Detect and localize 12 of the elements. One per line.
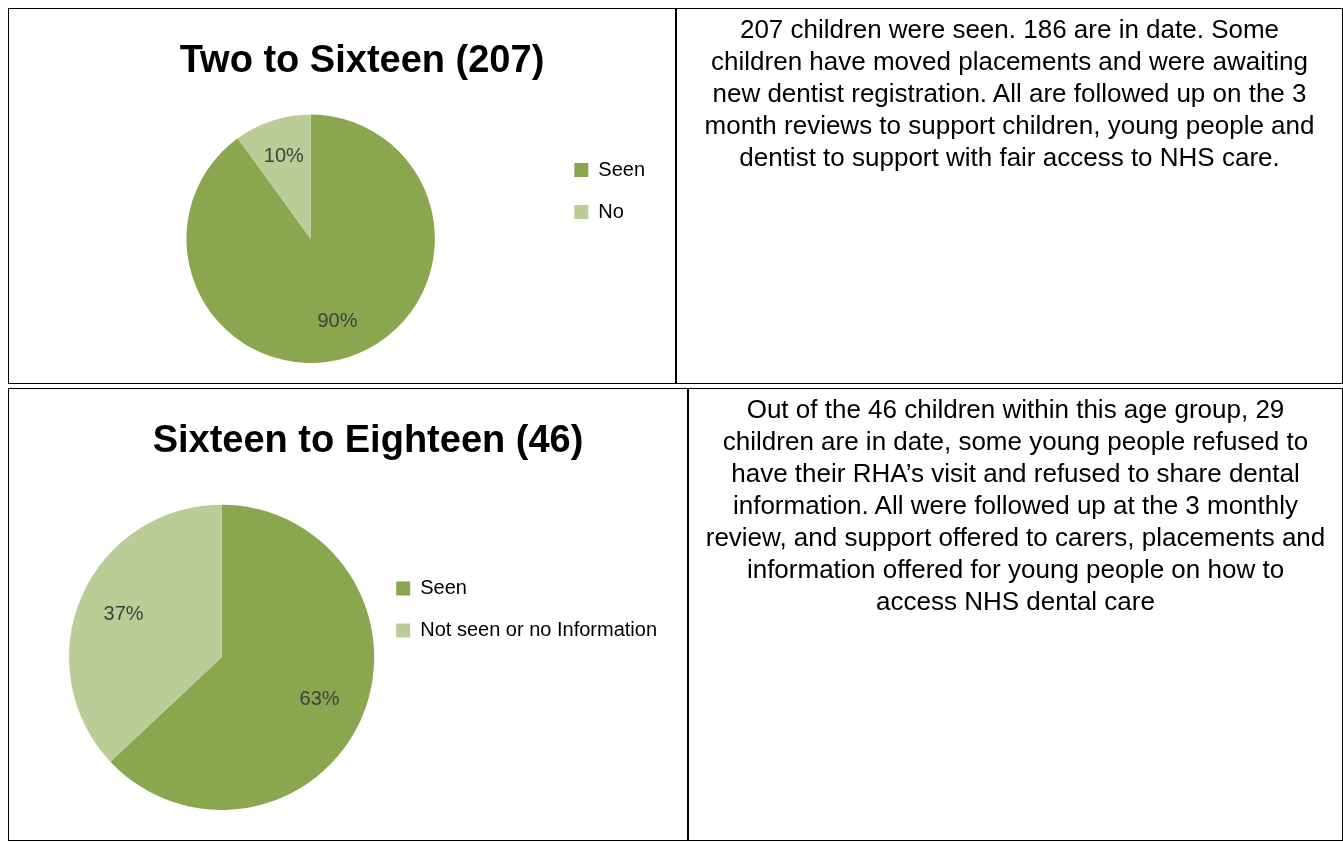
legend-label: No <box>598 199 624 222</box>
data-label: 10% <box>263 143 305 166</box>
data-label: 90% <box>317 309 358 331</box>
chart-title: Sixteen to Eighteen (46) <box>152 418 584 461</box>
legend-label: Seen <box>420 576 467 599</box>
legend-label: Seen <box>598 157 646 180</box>
data-label: 37% <box>103 602 144 625</box>
chart-title: Two to Sixteen (207) <box>179 38 545 81</box>
text: Out of the 46 children within this age group, 29 children are in date, some young people refused to have their RHA’s visit and refused to share dental information. All were followed up at the 3 monthly review, and support offered to carers, placements and information offered for young people on how to access NHS dental care <box>704 393 1327 617</box>
data-label: 63% <box>299 687 340 710</box>
text: 207 children were seen. 186 are in date. Some children have moved placements and were awaiting new dentist registration. All are followed up on the 3 month reviews to support children, young people and dentist to support with fair access to NHS care. <box>703 13 1316 173</box>
legend-label: Not seen or no Information <box>420 618 657 641</box>
